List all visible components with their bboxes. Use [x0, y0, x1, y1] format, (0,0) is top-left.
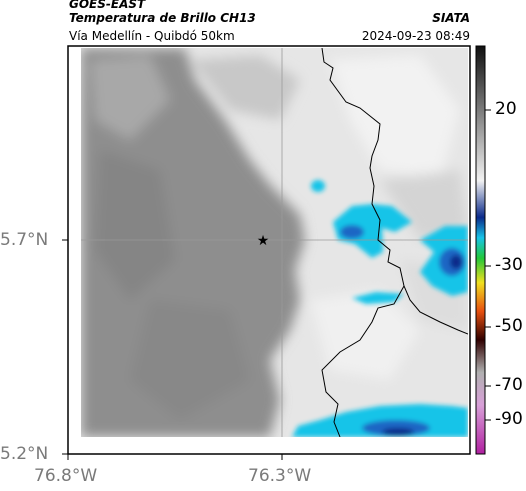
- lon-label: 76.3°W: [248, 466, 312, 486]
- colorbar: [475, 45, 486, 455]
- lon-label: 76.8°W: [34, 466, 98, 486]
- star-icon: ★: [257, 233, 270, 249]
- department-border-south: [321, 285, 405, 437]
- colorbar-label: -30: [495, 255, 523, 275]
- product-title: Temperatura de Brillo CH13: [69, 11, 256, 25]
- department-border-east: [321, 48, 468, 335]
- lat-label: 5.2°N: [0, 444, 49, 464]
- lat-label: 5.7°N: [0, 230, 49, 250]
- region-label: Vía Medellín - Quibdó 50km: [69, 29, 235, 43]
- cold-cloud-areas: [292, 180, 468, 437]
- colorbar-label: -90: [495, 409, 523, 429]
- source-label: SIATA: [432, 11, 470, 25]
- colorbar-label: -70: [495, 375, 523, 395]
- datetime-label: 2024-09-23 08:49: [361, 29, 470, 43]
- satellite-imagery: [81, 48, 468, 437]
- colorbar-label: 20: [495, 99, 517, 119]
- colorbar-label: -50: [495, 316, 523, 336]
- satellite-title: GOES-EAST: [69, 0, 146, 11]
